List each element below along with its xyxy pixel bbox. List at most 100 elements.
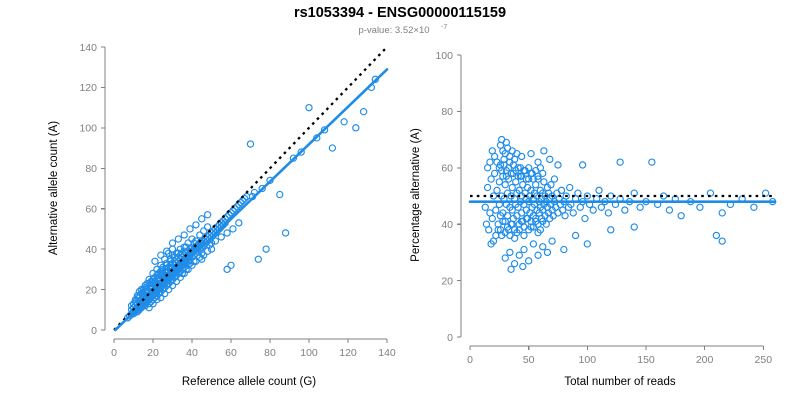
data-point [578, 161, 587, 169]
data-point [482, 220, 491, 228]
data-point [557, 186, 566, 195]
data-point [510, 260, 519, 268]
data-point [514, 172, 522, 180]
data-point [137, 285, 145, 294]
data-point [172, 277, 181, 286]
data-point [198, 255, 206, 263]
data-point [560, 245, 568, 254]
data-point [297, 148, 305, 156]
right-y-tick-20: 20 [441, 275, 453, 287]
data-point [188, 261, 196, 269]
data-point [522, 175, 530, 183]
data-point [153, 271, 161, 280]
data-point [176, 273, 184, 282]
data-point [164, 249, 173, 257]
left-y-tick-60: 60 [85, 204, 97, 216]
right-scatter-points [481, 135, 777, 273]
left-x-tick-120: 120 [339, 347, 357, 359]
regression-line [113, 68, 389, 332]
right-y-axis-label: Percentage alternative (A) [410, 128, 422, 262]
data-point [569, 209, 577, 217]
data-point [320, 126, 329, 134]
data-point [583, 240, 591, 248]
data-point [127, 302, 136, 310]
data-point [217, 233, 225, 241]
pvalue-text: p-value: 3.52×10 [358, 25, 429, 36]
data-point [490, 169, 499, 178]
data-point [174, 249, 183, 257]
data-point [164, 285, 173, 294]
data-point [519, 262, 527, 271]
pvalue-exponent: -7 [441, 24, 447, 31]
data-point [499, 217, 507, 226]
right-y-tick-80: 80 [441, 106, 453, 118]
right-x-tick-100: 100 [579, 354, 597, 366]
left-x-axis-label: Reference allele count (G) [182, 376, 316, 388]
data-point [190, 257, 198, 265]
data-point [229, 225, 237, 233]
data-point [718, 237, 726, 245]
data-point [276, 190, 284, 199]
data-point [554, 161, 562, 169]
data-point [170, 253, 179, 261]
data-point [539, 169, 547, 178]
data-point [487, 175, 495, 183]
data-point [246, 140, 255, 148]
data-point [550, 175, 559, 183]
data-point [149, 300, 157, 308]
right-x-tick-labels: 0 50 100 150 200 250 [467, 354, 772, 366]
right-x-tick-150: 150 [637, 354, 655, 366]
data-point [718, 209, 726, 217]
data-point [495, 178, 504, 186]
data-point [520, 231, 528, 240]
data-point [180, 231, 188, 239]
data-point [665, 206, 674, 214]
data-point [581, 214, 589, 223]
left-x-tick-40: 40 [186, 347, 198, 359]
data-point [536, 226, 545, 234]
data-point [203, 211, 212, 219]
left-x-tick-100: 100 [300, 347, 318, 359]
left-y-tick-20: 20 [85, 284, 97, 296]
data-point [546, 155, 554, 164]
data-point [235, 219, 243, 227]
data-point [508, 206, 516, 214]
data-point [227, 261, 235, 269]
data-point [493, 158, 501, 166]
data-point [515, 251, 523, 259]
left-trend-lines [113, 46, 389, 332]
data-point [616, 158, 624, 166]
data-point [188, 235, 196, 243]
right-panel: 0 20 40 60 80 100 0 50 100 150 200 250 Total numbe… [410, 50, 777, 388]
right-y-tick-labels: 0 20 40 60 80 100 [435, 50, 453, 344]
right-y-tick-60: 60 [441, 163, 453, 175]
left-y-tick-140: 140 [79, 42, 97, 54]
data-point [488, 214, 496, 223]
data-point [192, 221, 200, 229]
left-y-tick-40: 40 [85, 244, 97, 256]
data-point [200, 227, 208, 235]
data-point [677, 212, 685, 220]
data-point [217, 219, 225, 227]
data-point [597, 203, 606, 211]
data-point [254, 255, 262, 263]
data-point [524, 257, 533, 265]
data-point [157, 269, 165, 278]
data-point [589, 206, 597, 214]
data-point [604, 209, 613, 217]
data-point [168, 239, 177, 247]
data-point [636, 203, 644, 211]
identity-line [113, 46, 388, 331]
data-point [161, 289, 169, 298]
data-point [502, 138, 511, 147]
left-y-tick-120: 120 [79, 82, 97, 94]
data-point [630, 223, 638, 231]
data-point [149, 277, 157, 286]
data-point [133, 291, 142, 300]
data-point [200, 251, 208, 259]
data-point [539, 243, 547, 251]
left-x-tick-20: 20 [147, 347, 159, 359]
data-point [508, 183, 516, 192]
